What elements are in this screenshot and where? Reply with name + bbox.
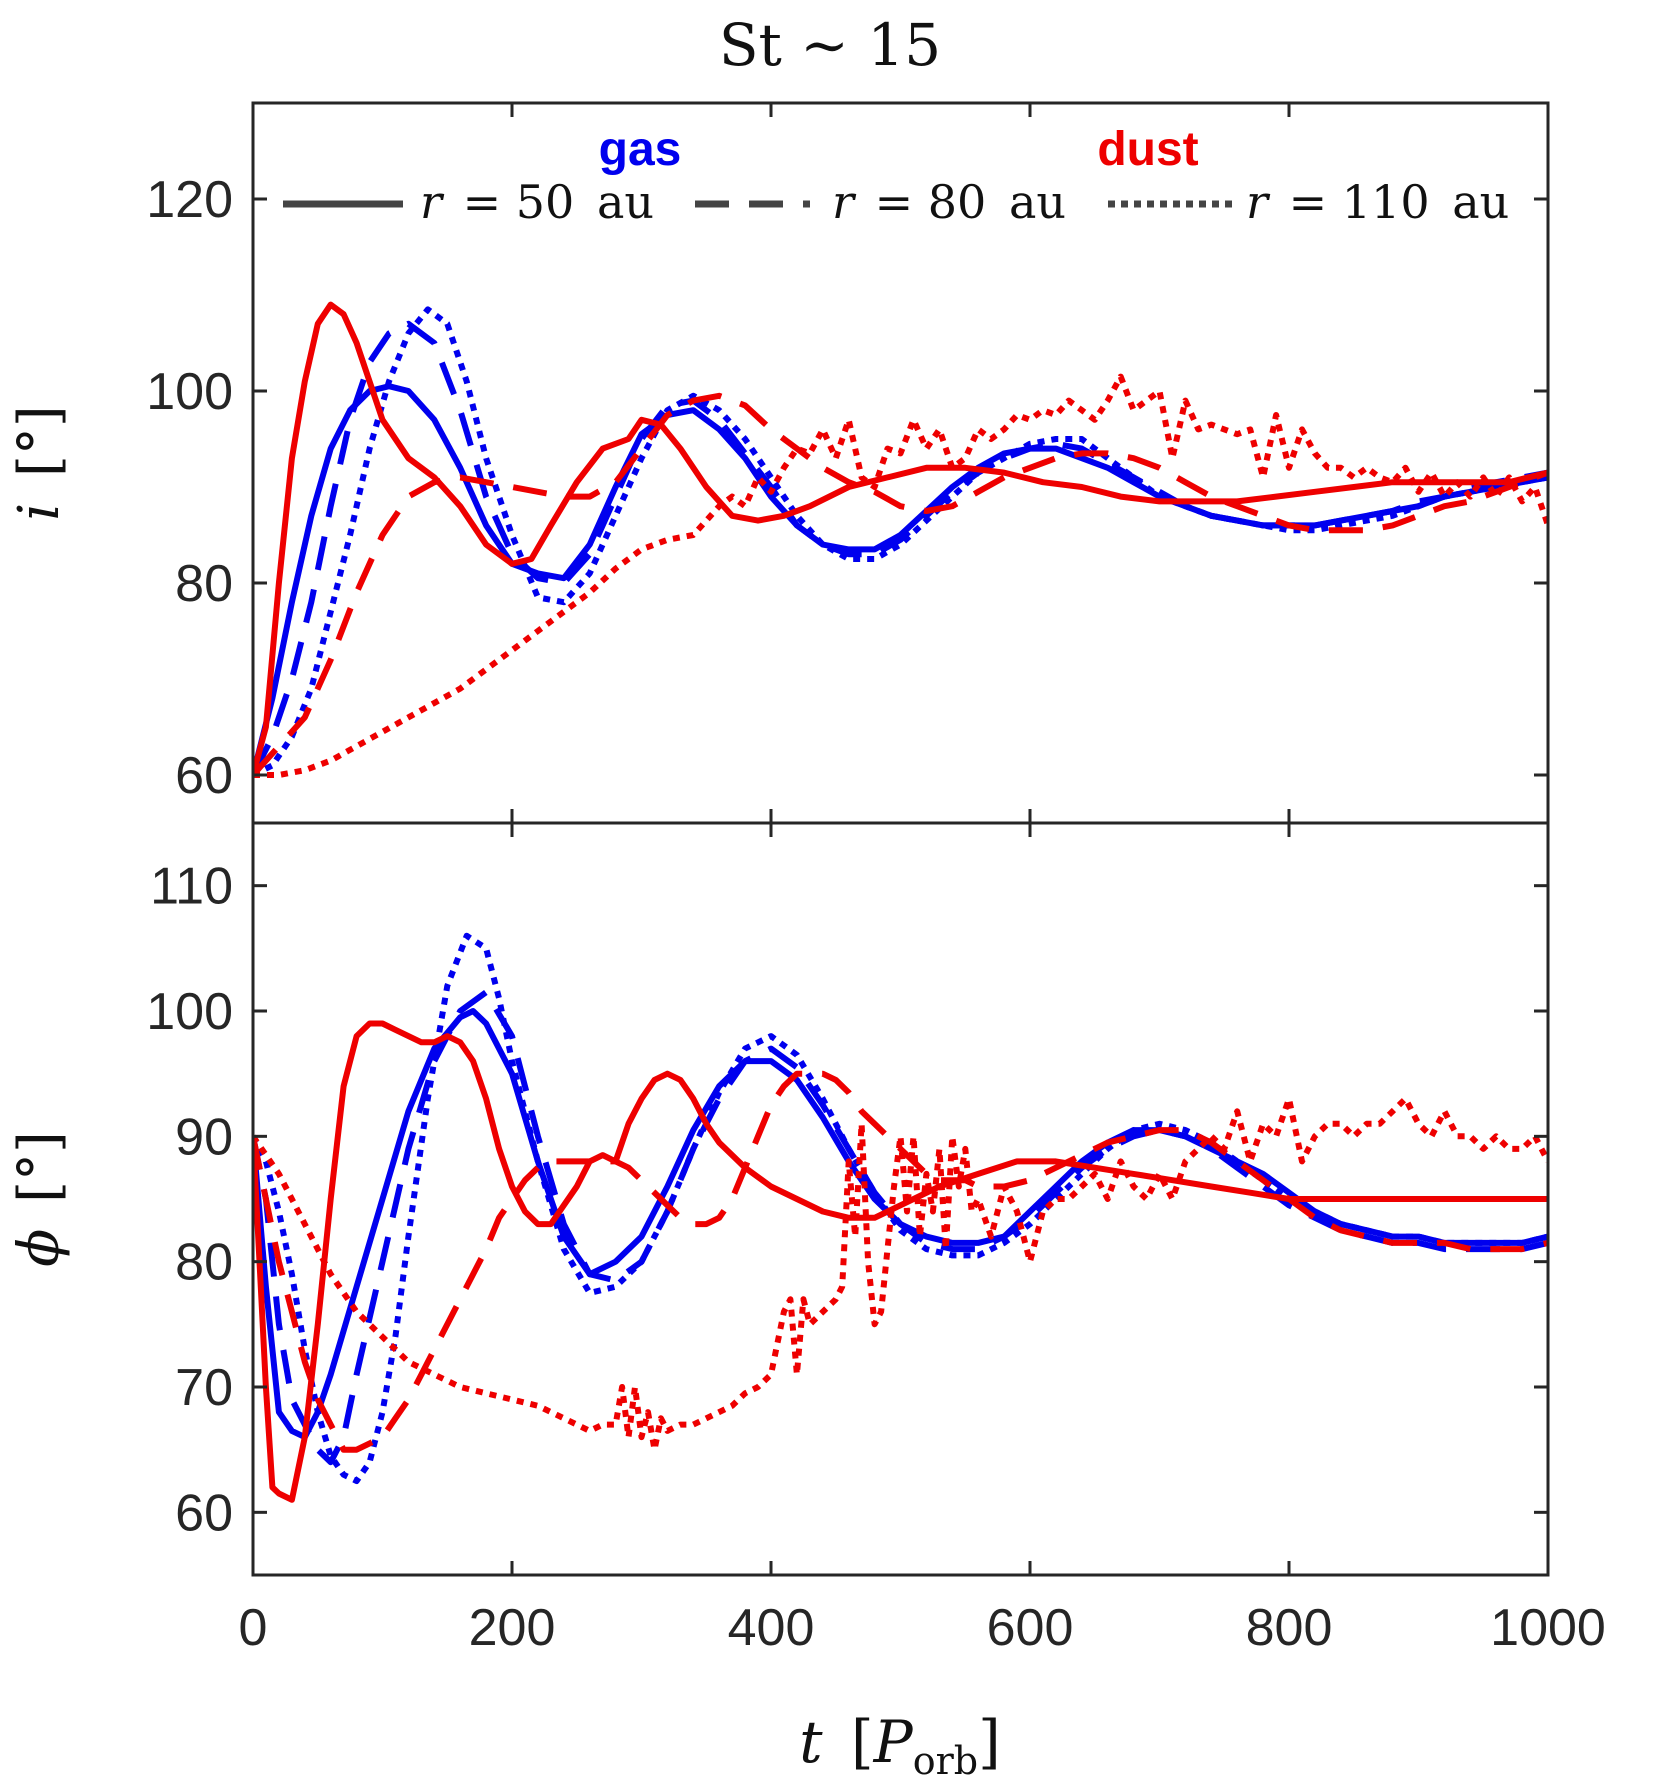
bot-series-gas-dotted <box>253 932 1548 1484</box>
top-panel: 60 80 100 120 i [°] gas dust r = 50 au r = … <box>7 101 1550 825</box>
svg-text:ϕ [°]: ϕ [°] <box>7 1131 72 1267</box>
legend-gas-label: gas <box>599 123 682 176</box>
bot-y-tick-label: 110 <box>150 858 233 916</box>
top-y-label-unit: [°] <box>7 405 72 477</box>
top-series-gas-solid <box>253 383 1548 776</box>
bottom-y-label-unit: [°] <box>7 1131 72 1203</box>
figure-title: St ∼ 15 <box>719 11 941 79</box>
legend-dust-label: dust <box>1097 123 1198 176</box>
bot-y-tick-label: 70 <box>175 1359 233 1417</box>
bottom-x-axis: 0 200 400 600 800 1000 <box>239 823 1606 1657</box>
top-series-gas-dashed <box>253 320 1548 777</box>
bottom-y-label-symbol: ϕ <box>7 1229 72 1267</box>
legend: gas dust r = 50 au r = 80 au r = 110 au <box>283 123 1509 229</box>
x-axis-label-sub: orb <box>913 1739 978 1783</box>
bot-y-tick-label: 80 <box>175 1234 233 1292</box>
bottom-y-label: ϕ [°] <box>7 1131 72 1267</box>
top-series-dust-dashed <box>253 392 1548 778</box>
top-y-label: i [°] <box>7 405 72 520</box>
x-axis-label: t [Porb] <box>799 1708 1000 1783</box>
bot-y-tick-label: 100 <box>146 983 233 1041</box>
top-y-tick-label: 60 <box>175 747 233 805</box>
top-y-tick-label: 120 <box>146 171 233 229</box>
bottom-series-group <box>253 932 1548 1503</box>
top-series-group <box>253 301 1548 778</box>
x-tick-label: 200 <box>469 1599 556 1657</box>
bottom-y-axis: 60 70 80 90 100 110 <box>146 858 1548 1542</box>
top-series-dust-dotted <box>253 373 1548 778</box>
bot-series-dust-solid <box>253 1020 1548 1503</box>
bottom-axes-frame <box>251 821 1550 1577</box>
top-y-axis: 60 80 100 120 <box>146 171 1548 805</box>
x-tick-label: 600 <box>987 1599 1074 1657</box>
bottom-panel: 60 70 80 90 100 110 0 200 400 600 800 1000 ϕ [°] <box>7 821 1606 1657</box>
legend-entry-50: r = 50 au <box>420 175 654 229</box>
x-tick-label: 1000 <box>1490 1599 1606 1657</box>
x-axis-label-symbol: t <box>799 1708 823 1776</box>
x-tick-label: 400 <box>728 1599 815 1657</box>
bot-y-tick-label: 90 <box>175 1108 233 1166</box>
bot-series-dust-dashed <box>253 1070 1548 1453</box>
top-y-tick-label: 80 <box>175 555 233 613</box>
legend-entry-110: r = 110 au <box>1246 175 1509 229</box>
x-axis-label-unit: P <box>873 1708 914 1776</box>
bot-y-tick-label: 60 <box>175 1484 233 1542</box>
top-y-tick-label: 100 <box>146 363 233 421</box>
top-series-dust-solid <box>253 301 1548 776</box>
top-y-label-symbol: i <box>7 503 72 521</box>
legend-entry-80: r = 80 au <box>832 175 1066 229</box>
x-tick-label: 800 <box>1246 1599 1333 1657</box>
bot-series-dust-dotted <box>253 1095 1548 1453</box>
x-tick-label: 0 <box>239 1599 268 1657</box>
svg-text:i [°]: i [°] <box>7 405 72 520</box>
